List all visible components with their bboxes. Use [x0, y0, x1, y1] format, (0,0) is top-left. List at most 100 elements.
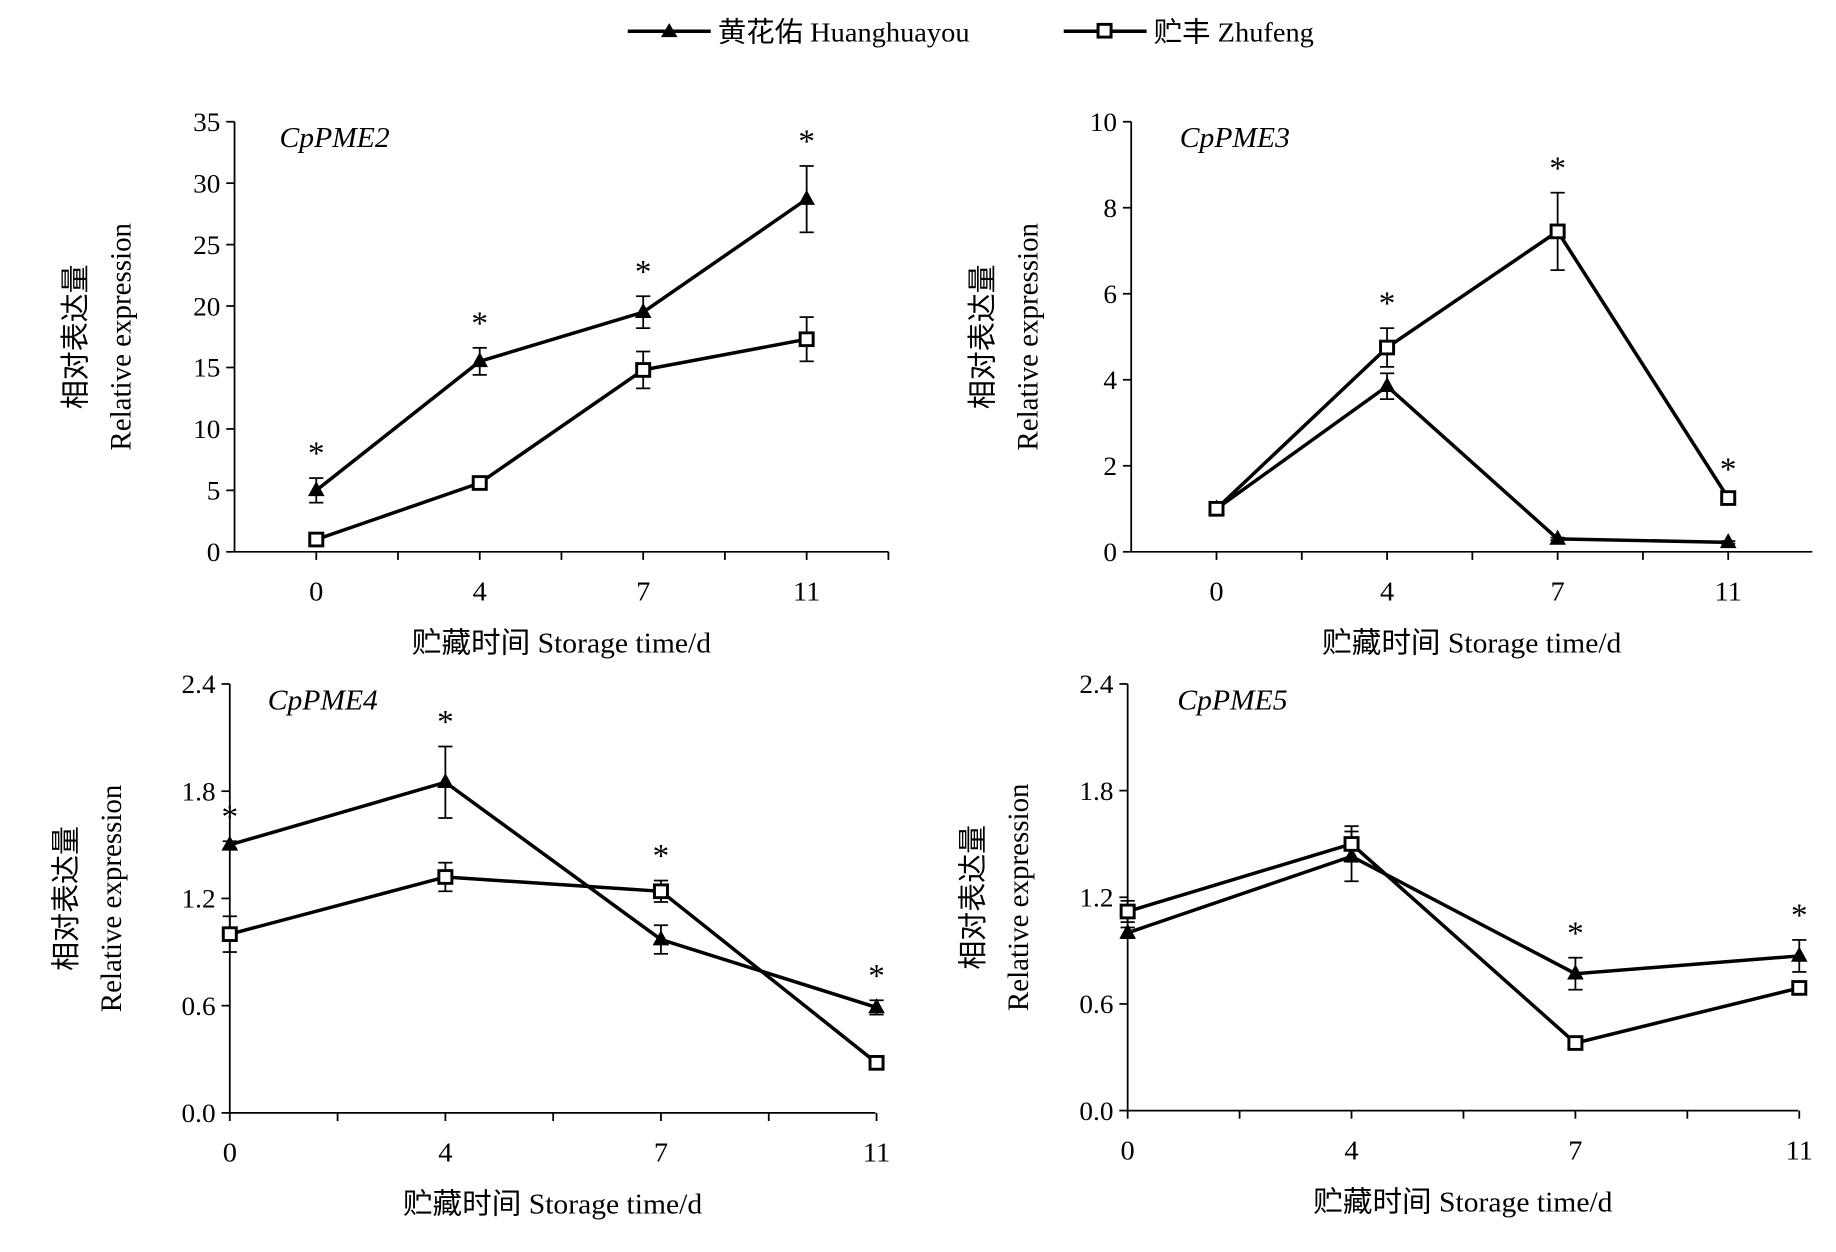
- y-tick-label: 30: [193, 169, 220, 199]
- data-point-square: [1343, 836, 1360, 852]
- y-tick-label: 2: [1103, 451, 1117, 481]
- data-point-triangle: [471, 352, 489, 368]
- y-axis-label-en: Relative expression: [1003, 783, 1035, 1011]
- y-axis-label-cn: 相对表达量: [50, 826, 83, 971]
- series-zhufeng: [308, 316, 815, 548]
- series-huanghuayou: [221, 745, 885, 1016]
- series-huanghuayou: [307, 165, 815, 504]
- series-line: [1127, 841, 1800, 1045]
- series-huanghuayou: [1119, 830, 1808, 991]
- chart-panel-cppme3: 0 2 4 6 8 10 0 4 7 11 贮藏时间 Storage time/d 相对表达量 Rela…: [966, 107, 1813, 660]
- significance-marker: *: [222, 800, 239, 836]
- data-point-triangle: [1719, 533, 1737, 549]
- legend-triangle-marker: [660, 23, 678, 38]
- significance-marker: *: [1791, 898, 1808, 934]
- data-point-square: [1791, 980, 1808, 996]
- y-tick-label: 0.0: [182, 1098, 216, 1128]
- data-point-square: [1208, 500, 1225, 517]
- y-tick-label: 15: [193, 353, 220, 383]
- x-tick-label: 0: [223, 1138, 237, 1169]
- x-axis-label: 贮藏时间 Storage time/d: [1313, 1186, 1613, 1219]
- data-point-triangle: [652, 930, 670, 946]
- y-tick-label: 0.0: [1079, 1096, 1113, 1126]
- series-zhufeng: [221, 861, 885, 1071]
- x-tick-label: 4: [1344, 1136, 1358, 1167]
- legend-label-zhufeng: 贮丰 Zhufeng: [1154, 17, 1314, 49]
- y-tick-label: 20: [193, 292, 220, 322]
- y-axis-label-en: Relative expression: [105, 223, 137, 451]
- series-line: [1215, 228, 1730, 511]
- y-tick-label: 0.6: [1079, 989, 1113, 1019]
- significance-marker: *: [798, 124, 815, 160]
- x-tick-label: 11: [1786, 1136, 1813, 1167]
- y-tick-label: 2.4: [182, 669, 217, 699]
- data-point-triangle: [1790, 946, 1808, 962]
- significance-marker: *: [471, 306, 488, 342]
- y-tick-label: 25: [193, 230, 220, 260]
- y-tick-label: 0: [207, 537, 221, 567]
- data-point-triangle: [437, 772, 454, 789]
- x-tick-label: 4: [473, 577, 487, 608]
- chart-title: CpPME5: [1177, 685, 1287, 717]
- y-tick-label: 5: [207, 476, 221, 506]
- y-tick-label: 4: [1103, 365, 1117, 395]
- x-tick-label: 11: [793, 577, 820, 608]
- data-point-square: [868, 1055, 885, 1071]
- data-point-triangle: [1567, 964, 1584, 980]
- y-axis-label-cn: 相对表达量: [59, 264, 92, 409]
- y-axis-label-cn: 相对表达量: [957, 825, 990, 970]
- data-point-square: [1119, 903, 1136, 920]
- data-point-square: [221, 926, 238, 942]
- y-tick-label: 2.4: [1079, 669, 1114, 699]
- significance-marker: *: [1549, 151, 1566, 187]
- x-tick-label: 0: [1121, 1136, 1135, 1167]
- series-line: [1127, 854, 1800, 976]
- x-tick-label: 7: [654, 1138, 668, 1169]
- y-tick-label: 35: [193, 107, 220, 137]
- data-point-triangle: [221, 835, 239, 851]
- y-axis-label-en: Relative expression: [96, 784, 128, 1012]
- x-axis-label: 贮藏时间 Storage time/d: [412, 627, 712, 660]
- data-point-square: [798, 331, 815, 348]
- y-tick-label: 8: [1103, 193, 1117, 223]
- chart-panel-cppme4: 0.0 0.6 1.2 1.8 2.4 0 4 7 11 贮藏时间 Storage time/d 相…: [50, 669, 891, 1220]
- data-point-square: [1720, 490, 1737, 506]
- series-line: [1215, 383, 1729, 545]
- significance-marker: *: [868, 959, 885, 995]
- significance-marker: *: [308, 436, 325, 472]
- series-zhufeng: [1119, 825, 1808, 1051]
- data-point-square: [635, 362, 652, 378]
- x-axis-label: 贮藏时间 Storage time/d: [403, 1188, 703, 1221]
- y-tick-label: 6: [1103, 279, 1117, 309]
- data-point-triangle: [1378, 376, 1396, 393]
- x-tick-label: 4: [1380, 577, 1394, 608]
- significance-marker: *: [1379, 287, 1396, 323]
- series-line: [229, 780, 878, 1010]
- series-huanghuayou: [1208, 372, 1737, 549]
- data-point-triangle: [868, 998, 885, 1014]
- significance-marker: *: [653, 839, 670, 875]
- x-tick-label: 11: [863, 1138, 890, 1169]
- significance-marker: *: [437, 705, 454, 741]
- legend: 黄花佑 Huanghuayou 贮丰 Zhufeng: [627, 17, 1314, 49]
- y-axis-label-en: Relative expression: [1012, 223, 1044, 451]
- chart-title: CpPME3: [1180, 122, 1290, 154]
- data-point-triangle: [798, 189, 815, 205]
- x-tick-label: 7: [636, 577, 650, 608]
- chart-panel-cppme5: 0.0 0.6 1.2 1.8 2.4 0 4 7 11 贮藏时间 Storage time/d 相…: [957, 669, 1813, 1218]
- y-tick-label: 10: [1090, 107, 1117, 137]
- y-tick-label: 1.8: [1079, 776, 1113, 806]
- x-axis-label: 贮藏时间 Storage time/d: [1322, 627, 1622, 660]
- data-point-square: [652, 883, 669, 900]
- data-point-square: [1567, 1035, 1584, 1051]
- data-point-triangle: [1119, 923, 1136, 939]
- y-tick-label: 0.6: [182, 991, 216, 1021]
- significance-marker: *: [635, 255, 652, 291]
- chart-title: CpPME2: [280, 122, 390, 154]
- x-tick-label: 0: [309, 577, 323, 608]
- x-tick-label: 7: [1551, 577, 1565, 608]
- data-point-square: [471, 475, 488, 491]
- series-line: [315, 337, 807, 542]
- series-line: [229, 875, 878, 1065]
- data-point-square: [437, 869, 454, 885]
